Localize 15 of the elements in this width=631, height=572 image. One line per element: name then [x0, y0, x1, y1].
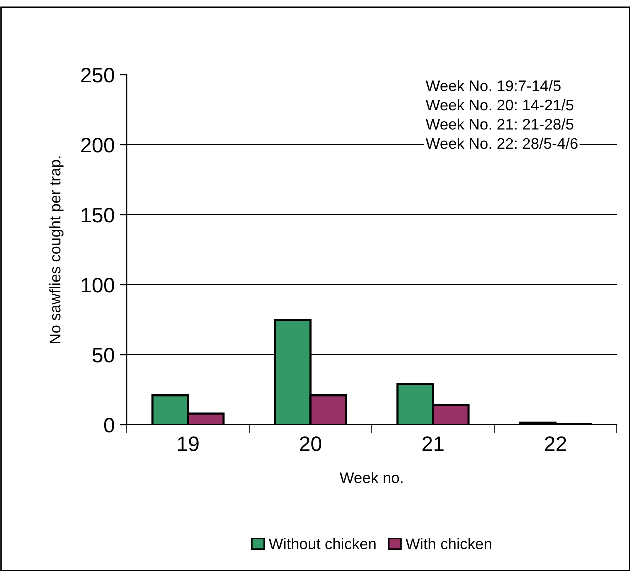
x-tick-label: 21: [422, 436, 444, 452]
legend-label: Without chicken: [269, 538, 376, 550]
y-tick-label: 100: [82, 278, 114, 293]
x-axis-title: Week no.: [340, 472, 403, 484]
y-tick-label: 0: [104, 418, 114, 433]
x-tick-label: 19: [178, 436, 199, 452]
y-tick-label: 200: [81, 138, 114, 153]
y-tick-label: 250: [81, 68, 114, 83]
annotation: Week No. 19:7-14/5 Week No. 20: 14-21/5 Week No. 21: 21-28/5 Week No. 22: 28/5-4/6: [426, 80, 578, 150]
y-tick-label: 150: [82, 208, 114, 223]
legend-label: With chicken: [406, 538, 492, 550]
y-axis-title: No sawflies cought per trap.: [50, 156, 64, 344]
x-tick-label: 20: [300, 436, 322, 452]
y-tick-label: 50: [92, 348, 114, 363]
x-tick-label: 22: [545, 436, 566, 452]
